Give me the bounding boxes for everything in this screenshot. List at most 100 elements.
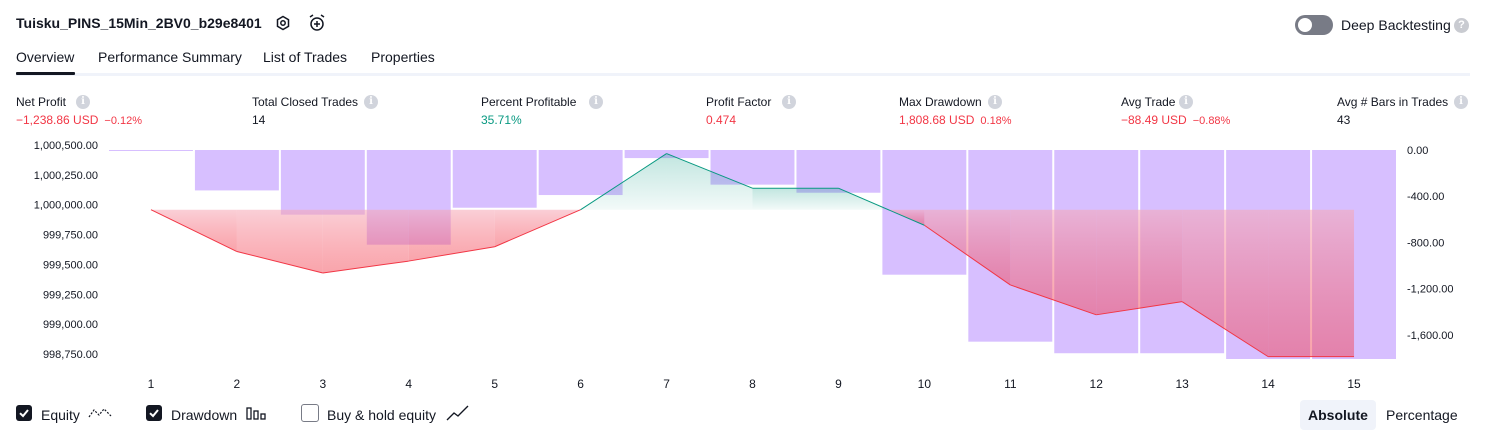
absolute-toggle[interactable]: Absolute <box>1300 400 1376 430</box>
metric-percent-profitable-value: 35.71% <box>481 113 522 127</box>
equity-line-segment-13 <box>1181 301 1269 358</box>
metric-percent-profitable-label: Percent Profitable <box>481 95 577 109</box>
metric-total-closed-trades-label: Total Closed Trades <box>252 95 359 109</box>
info-icon[interactable]: i <box>1454 95 1468 109</box>
equity-line-segment-1 <box>150 209 238 252</box>
y-right-tick-label: -1,600.00 <box>1407 330 1453 342</box>
x-tick-label: 3 <box>319 377 326 391</box>
metric-profit-factor-value: 0.474 <box>706 113 737 127</box>
equity-fill-segment <box>408 209 495 262</box>
info-icon[interactable]: i <box>988 95 1002 109</box>
drawdown-legend-label: Drawdown <box>171 407 238 423</box>
metric-max-drawdown-value: 1,808.68 USD 0.18% <box>899 113 1012 127</box>
drawdown-series-icon <box>246 405 268 426</box>
buy-hold-checkbox[interactable] <box>301 404 319 422</box>
equity-line-segment-3 <box>322 260 409 274</box>
drawdown-bar-3 <box>280 150 365 215</box>
alert-add-icon[interactable] <box>307 13 327 33</box>
info-icon[interactable]: i <box>364 95 378 109</box>
toggle-knob <box>1298 18 1312 32</box>
equity-fill-segment <box>322 209 409 274</box>
x-tick-label: 5 <box>491 377 498 391</box>
drawdown-bar-5 <box>452 150 537 208</box>
metric-total-closed-trades-value: 14 <box>252 113 266 127</box>
active-tab-indicator <box>16 72 75 75</box>
equity-line-segment-9 <box>838 187 925 226</box>
info-icon[interactable]: i <box>589 95 603 109</box>
settings-icon[interactable] <box>273 13 293 33</box>
equity-line-segment-4 <box>408 246 495 262</box>
y-right-tick-label: -1,200.00 <box>1407 284 1453 296</box>
drawdown-bar-1 <box>109 150 193 151</box>
metric-net-profit-value: −1,238.86 USD −0.12% <box>16 113 143 127</box>
x-tick-label: 9 <box>835 377 842 391</box>
equity-fill-segment <box>1268 209 1355 357</box>
drawdown-bar-9 <box>796 150 881 193</box>
equity-fill-segment <box>1182 209 1269 357</box>
y-right-tick-label: -800.00 <box>1407 237 1444 249</box>
equity-checkbox[interactable] <box>16 405 32 421</box>
drawdown-bar-6 <box>538 150 623 196</box>
equity-fill-segment <box>1010 209 1097 315</box>
x-tick-label: 6 <box>577 377 584 391</box>
metric-avg-bars-value: 43 <box>1337 113 1351 127</box>
y-left-tick-label: 999,500.00 <box>43 259 98 271</box>
equity-line-segment-5 <box>494 209 581 248</box>
equity-line-segment-6 <box>580 153 667 211</box>
tab-performance-summary[interactable]: Performance Summary <box>98 49 242 65</box>
equity-fill-segment <box>924 209 1011 285</box>
equity-line-segment-12 <box>1096 301 1183 316</box>
y-left-tick-label: 999,750.00 <box>43 230 98 242</box>
metric-net-profit-label: Net Profit <box>16 95 67 109</box>
metric-max-drawdown-label: Max Drawdown <box>899 95 982 109</box>
tab-properties[interactable]: Properties <box>371 49 435 65</box>
metric-profit-factor-label: Profit Factor <box>706 95 772 109</box>
metric-avg-trade-label: Avg Trade <box>1121 95 1176 109</box>
x-tick-label: 8 <box>749 377 756 391</box>
equity-line-segment-7 <box>666 153 753 189</box>
equity-line-segment-10 <box>924 224 1011 286</box>
info-icon[interactable]: i <box>1179 95 1193 109</box>
x-tick-label: 10 <box>918 377 932 391</box>
x-tick-label: 12 <box>1090 377 1104 391</box>
y-left-tick-label: 1,000,000.00 <box>34 200 98 212</box>
y-left-tick-label: 998,750.00 <box>43 349 98 361</box>
y-left-tick-label: 999,000.00 <box>43 319 98 331</box>
x-tick-label: 4 <box>405 377 412 391</box>
x-tick-label: 11 <box>1004 377 1017 391</box>
y-left-tick-label: 1,000,500.00 <box>34 140 98 152</box>
y-left-tick-label: 999,250.00 <box>43 289 98 301</box>
y-right-tick-label: 0.00 <box>1407 145 1428 157</box>
info-icon[interactable]: i <box>782 95 796 109</box>
y-left-tick-label: 1,000,250.00 <box>34 170 98 182</box>
strategy-title: Tuisku_PINS_15Min_2BV0_b29e8401 <box>16 15 262 31</box>
equity-line-segment-2 <box>236 251 323 274</box>
x-tick-label: 1 <box>148 377 155 391</box>
drawdown-bar-2 <box>194 150 279 191</box>
x-tick-label: 15 <box>1347 377 1361 391</box>
equity-drawdown-chart[interactable]: 1,000,500.00 1,000,250.00 1,000,000.00 999,… <box>0 135 1486 393</box>
metric-avg-trade-value: −88.49 USD −0.88% <box>1121 113 1231 127</box>
percentage-toggle[interactable]: Percentage <box>1386 407 1458 423</box>
x-tick-label: 13 <box>1175 377 1189 391</box>
help-icon[interactable]: ? <box>1454 18 1469 33</box>
equity-series-icon <box>88 405 112 426</box>
metric-avg-bars-label: Avg # Bars in Trades <box>1337 95 1449 109</box>
equity-fill-segment <box>1096 209 1183 315</box>
info-icon[interactable]: i <box>76 95 90 109</box>
buy-hold-series-icon <box>446 404 470 427</box>
x-tick-label: 7 <box>663 377 670 391</box>
drawdown-checkbox[interactable] <box>146 405 162 421</box>
buy-hold-legend-label: Buy & hold equity <box>327 407 436 423</box>
y-right-tick-label: -400.00 <box>1407 191 1444 203</box>
tab-list-of-trades[interactable]: List of Trades <box>263 49 348 65</box>
tab-overview[interactable]: Overview <box>16 49 75 65</box>
equity-line-segment-11 <box>1010 284 1097 316</box>
equity-fill-segment <box>666 153 753 210</box>
x-tick-label: 2 <box>234 377 241 391</box>
deep-backtesting-label: Deep Backtesting <box>1341 17 1451 33</box>
x-tick-label: 14 <box>1261 377 1275 391</box>
equity-legend-label: Equity <box>41 407 80 423</box>
tabs-divider <box>16 73 1470 76</box>
equity-fill-segment <box>752 188 839 210</box>
